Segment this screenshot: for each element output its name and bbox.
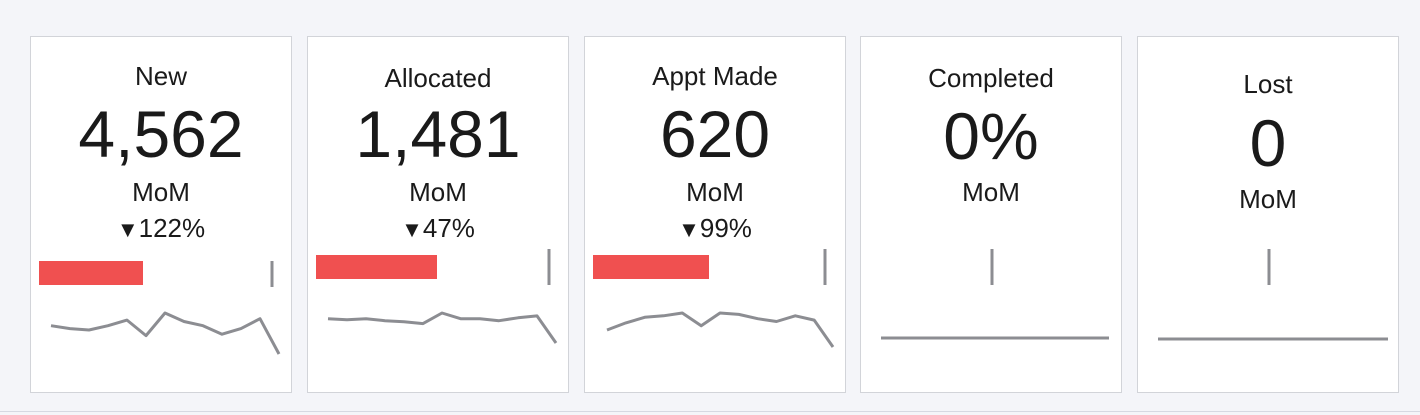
mom-change-value: 47% [422, 213, 475, 243]
kpi-value: 1,481 [355, 97, 521, 171]
kpi-visual [316, 249, 558, 344]
mom-label: MoM [1239, 184, 1297, 214]
trend-sparkline [327, 311, 558, 344]
kpi-title: Allocated [384, 63, 492, 93]
mom-label: MoM [962, 177, 1020, 207]
mom-change-value: 122% [138, 213, 206, 243]
kpi-title: Appt Made [652, 61, 778, 91]
trend-sparkline [606, 311, 835, 348]
trend-sparkline [50, 311, 281, 355]
mom-label: MoM [686, 177, 744, 207]
kpi-title: New [134, 61, 187, 91]
kpi-title: Completed [928, 63, 1054, 93]
kpi-value: 620 [659, 97, 771, 171]
mom-change: ▼47% [308, 213, 568, 245]
mom-label: MoM [132, 177, 190, 207]
kpi-visual [881, 249, 1109, 340]
kpi-visual [39, 261, 281, 355]
kpi-card-lost[interactable]: Lost 0 MoM [1137, 36, 1399, 393]
mom-label: MoM [409, 177, 467, 207]
progress-bar-fill [593, 255, 709, 279]
mom-change-value: 99% [699, 213, 752, 243]
down-arrow-icon: ▼ [678, 217, 700, 242]
mom-change: ▼99% [585, 213, 845, 245]
kpi-visual [593, 249, 835, 348]
kpi-card-appt-made[interactable]: Appt Made 620 MoM ▼99% [584, 36, 846, 393]
down-arrow-icon: ▼ [401, 217, 423, 242]
down-arrow-icon: ▼ [116, 217, 139, 242]
kpi-card-new[interactable]: New 4,562 MoM ▼122% [30, 36, 292, 393]
kpi-card-completed[interactable]: Completed 0% MoM [860, 36, 1122, 393]
progress-bar-fill [316, 255, 437, 279]
kpi-visual [1158, 249, 1388, 341]
kpi-value: 0 [1249, 106, 1287, 180]
kpi-value: 4,562 [78, 97, 244, 171]
kpi-card-allocated[interactable]: Allocated 1,481 MoM ▼47% [307, 36, 569, 393]
mom-change: ▼122% [31, 213, 291, 245]
kpi-title: Lost [1243, 69, 1293, 99]
kpi-value: 0% [943, 99, 1039, 173]
progress-bar-fill [39, 261, 143, 285]
bottom-divider [0, 411, 1420, 412]
